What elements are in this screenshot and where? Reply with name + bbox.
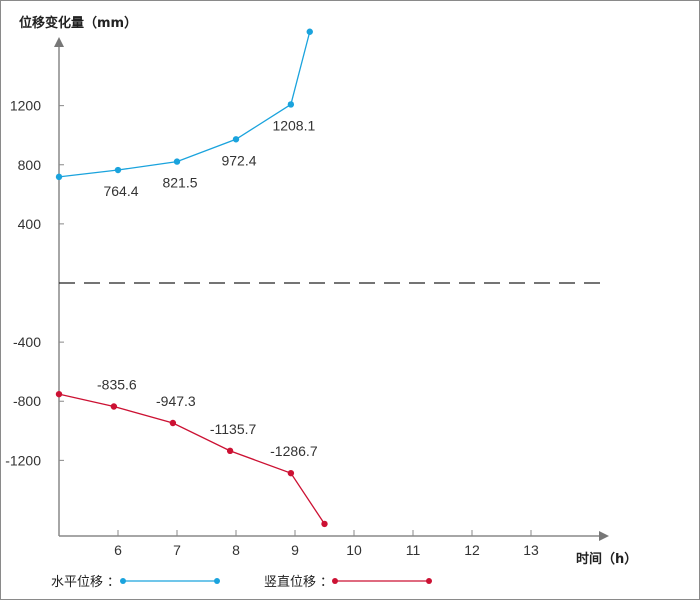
legend-label-horizontal: 水平位移 bbox=[51, 575, 103, 590]
y-axis-title: 位移变化量（mm） bbox=[19, 15, 137, 31]
legend-marker-vertical-start bbox=[332, 578, 338, 584]
x-tick-label: 12 bbox=[464, 542, 480, 558]
x-axis-arrow-icon bbox=[599, 531, 609, 541]
data-label: 972.4 bbox=[221, 152, 256, 168]
data-point bbox=[173, 158, 181, 165]
series-line bbox=[58, 393, 326, 525]
x-tick-label: 9 bbox=[291, 542, 299, 558]
data-point bbox=[321, 520, 328, 528]
x-axis-title: 时间（h） bbox=[576, 551, 637, 567]
series-group: 764.4 821.5 972.4 1208.1 -835.6 -947.3 -1135.7… bbox=[55, 28, 328, 528]
data-point bbox=[232, 136, 240, 143]
legend-colon-horizontal: ： bbox=[107, 575, 120, 590]
legend-marker-horizontal-start bbox=[120, 578, 126, 584]
data-point bbox=[287, 101, 295, 108]
y-tick-label: -400 bbox=[13, 334, 41, 350]
series-1: -835.6 -947.3 -1135.7 -1286.7 bbox=[55, 377, 328, 528]
y-tick-label: -800 bbox=[13, 393, 41, 409]
data-point bbox=[110, 403, 118, 410]
legend-marker-vertical-end bbox=[426, 578, 432, 584]
x-tick-label: 13 bbox=[523, 542, 539, 558]
legend-colon-vertical: ： bbox=[320, 575, 333, 590]
data-point bbox=[55, 390, 63, 398]
x-tick-label: 7 bbox=[173, 542, 181, 558]
data-label: -947.3 bbox=[156, 393, 196, 409]
series-line bbox=[58, 31, 311, 178]
data-point bbox=[114, 166, 122, 174]
x-tick-label: 11 bbox=[406, 542, 421, 558]
data-label: -1135.7 bbox=[210, 421, 257, 437]
series-0: 764.4 821.5 972.4 1208.1 bbox=[55, 28, 315, 199]
data-label: 764.4 bbox=[103, 183, 138, 199]
legend-label-vertical: 竖直位移 bbox=[264, 575, 316, 590]
data-point bbox=[287, 469, 295, 477]
data-label: -1286.7 bbox=[270, 443, 318, 459]
legend-marker-horizontal-end bbox=[214, 578, 220, 584]
y-tick-label: 400 bbox=[18, 216, 42, 232]
y-axis-arrow-icon bbox=[54, 37, 64, 47]
x-tick-label: 6 bbox=[114, 542, 122, 558]
y-tick-label: 800 bbox=[18, 157, 42, 173]
y-ticks: 1200 800 400 -400 -800 -1200 bbox=[5, 98, 64, 468]
x-ticks: 6 7 8 9 10 11 12 13 bbox=[114, 530, 539, 558]
data-point bbox=[169, 419, 177, 427]
data-label: 821.5 bbox=[162, 175, 197, 191]
legend: 水平位移 ： 竖直位移 ： bbox=[51, 575, 432, 590]
x-tick-label: 10 bbox=[346, 542, 362, 558]
data-label: 1208.1 bbox=[272, 117, 315, 133]
y-tick-label: 1200 bbox=[10, 98, 41, 114]
y-tick-label: -1200 bbox=[5, 452, 41, 468]
data-point bbox=[55, 173, 63, 181]
x-tick-label: 8 bbox=[232, 542, 240, 558]
data-point bbox=[226, 447, 234, 455]
data-point bbox=[306, 28, 313, 35]
data-label: -835.6 bbox=[97, 377, 137, 393]
